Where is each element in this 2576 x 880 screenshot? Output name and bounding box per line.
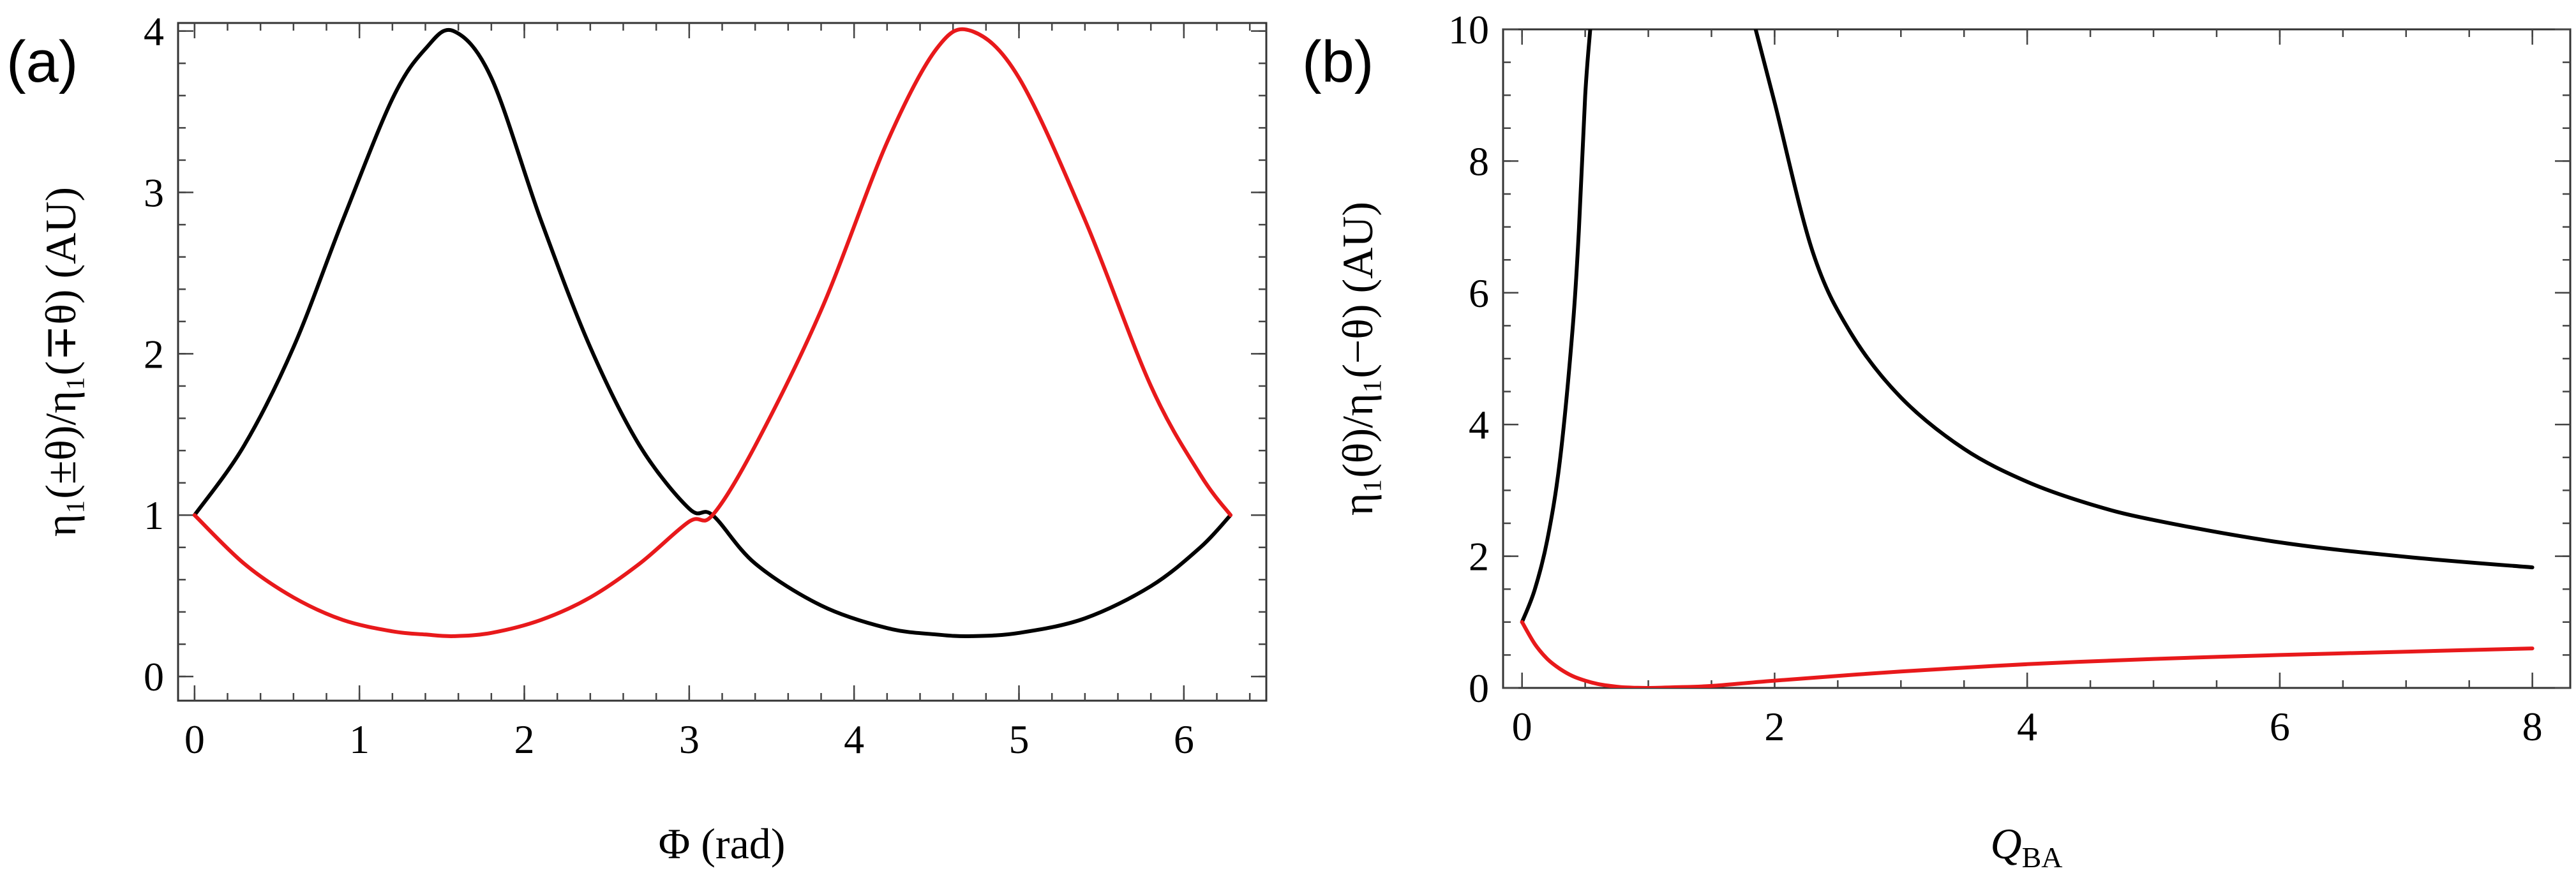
panel-b-y-tick-label: 0 bbox=[1469, 666, 1489, 711]
panel-a: (a) 0 1 2 3 4 5 6 0 1 2 3 4 Φ (rad) η₁(±θ)/η₁(∓θ) (… bbox=[6, 9, 1268, 868]
panel-b-x-tick-label: 6 bbox=[2270, 704, 2290, 749]
panel-a-y-tick-label: 4 bbox=[144, 9, 164, 54]
panel-b-y-tick-label: 4 bbox=[1469, 402, 1489, 447]
panel-b-y-tick-label: 8 bbox=[1469, 138, 1489, 184]
panel-a-x-tick-label: 4 bbox=[844, 717, 864, 762]
panel-a-y-axis-title: η₁(±θ)/η₁(∓θ) (AU) bbox=[36, 187, 85, 537]
panel-a-y-tick-label: 0 bbox=[144, 654, 164, 699]
panel-b-plot-frame bbox=[1502, 28, 2572, 689]
panel-b-x-tick-label: 8 bbox=[2522, 704, 2543, 749]
panel-b-x-tick-label: 0 bbox=[1512, 704, 1532, 749]
panel-a-x-tick-label: 1 bbox=[349, 717, 370, 762]
panel-a-x-tick-label: 6 bbox=[1174, 717, 1194, 762]
panel-b-x-axis-symbol: Q bbox=[1990, 819, 2021, 868]
panel-b: (b) 0 2 4 6 8 0 2 4 6 8 10 QBA η₁(θ)/η₁(−θ) (AU) bbox=[1302, 7, 2572, 874]
panel-b-y-axis-title: η₁(θ)/η₁(−θ) (AU) bbox=[1333, 202, 1382, 516]
panel-a-x-tick-label: 5 bbox=[1009, 717, 1030, 762]
panel-a-x-tick-label: 2 bbox=[514, 717, 535, 762]
panel-a-y-tick-label: 3 bbox=[144, 170, 164, 216]
panel-b-x-axis-subscript: BA bbox=[2022, 841, 2063, 874]
panel-a-x-axis-title: Φ (rad) bbox=[659, 819, 786, 868]
panel-a-series-black-0 bbox=[192, 27, 1232, 638]
panel-b-x-tick-label: 2 bbox=[1764, 704, 1785, 749]
panel-a-x-tick-label: 3 bbox=[679, 717, 700, 762]
panel-b-x-axis-title: QBA bbox=[1990, 819, 2062, 874]
panel-b-y-tick-label: 10 bbox=[1448, 7, 1489, 52]
panel-a-series-red-1 bbox=[192, 27, 1232, 638]
panel-b-y-tick-label: 2 bbox=[1469, 534, 1489, 579]
panel-a-x-tick-label: 0 bbox=[184, 717, 205, 762]
panel-b-y-tick-label: 6 bbox=[1469, 271, 1489, 316]
panel-b-series-black-0 bbox=[1520, 29, 1592, 624]
panel-b-series-red-2 bbox=[1520, 620, 2535, 688]
panel-a-plot-frame bbox=[177, 22, 1268, 702]
panel-b-label: (b) bbox=[1302, 29, 1374, 94]
panel-a-y-tick-label: 2 bbox=[144, 331, 164, 377]
panel-a-label: (a) bbox=[6, 29, 78, 94]
panel-b-x-tick-label: 4 bbox=[2017, 704, 2037, 749]
panel-a-y-tick-label: 1 bbox=[144, 493, 164, 538]
panel-b-series-black-1 bbox=[1753, 29, 2535, 570]
